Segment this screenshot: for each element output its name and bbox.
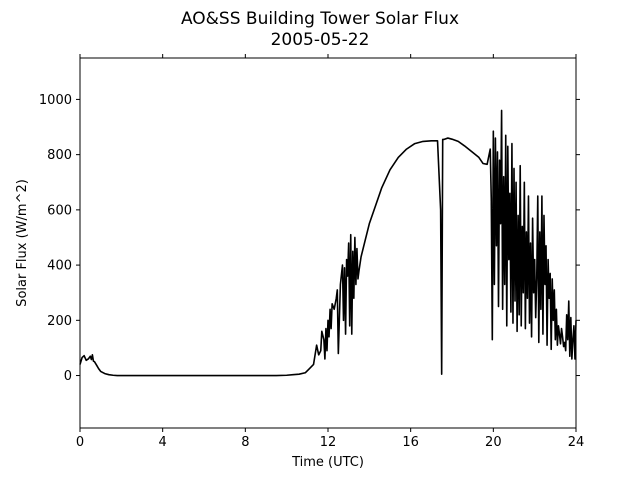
series-line-0 xyxy=(79,109,577,377)
x-tick-label: 20 xyxy=(485,435,502,450)
y-tick-label: 1000 xyxy=(39,93,72,108)
x-axis-label: Time (UTC) xyxy=(291,455,364,470)
x-tick-label: 8 xyxy=(241,435,249,450)
y-tick-label: 200 xyxy=(47,314,72,329)
chart-subtitle: 2005-05-22 xyxy=(271,30,370,50)
y-tick-label: 400 xyxy=(47,259,72,274)
x-tick-label: 16 xyxy=(402,435,419,450)
y-tick-label: 800 xyxy=(47,148,72,163)
y-axis-label: Solar Flux (W/m^2) xyxy=(15,179,30,307)
x-tick-label: 0 xyxy=(76,435,84,450)
plot-area: 0 4 8 12 16 20 24 0 200 400 600 800 1000 xyxy=(39,54,584,450)
x-tick-label: 4 xyxy=(159,435,167,450)
y-tick-label: 600 xyxy=(47,203,72,218)
chart-title: AO&SS Building Tower Solar Flux xyxy=(181,9,459,29)
x-tick-label: 24 xyxy=(568,435,585,450)
y-tick-label: 0 xyxy=(64,369,72,384)
x-tick-label: 12 xyxy=(320,435,337,450)
